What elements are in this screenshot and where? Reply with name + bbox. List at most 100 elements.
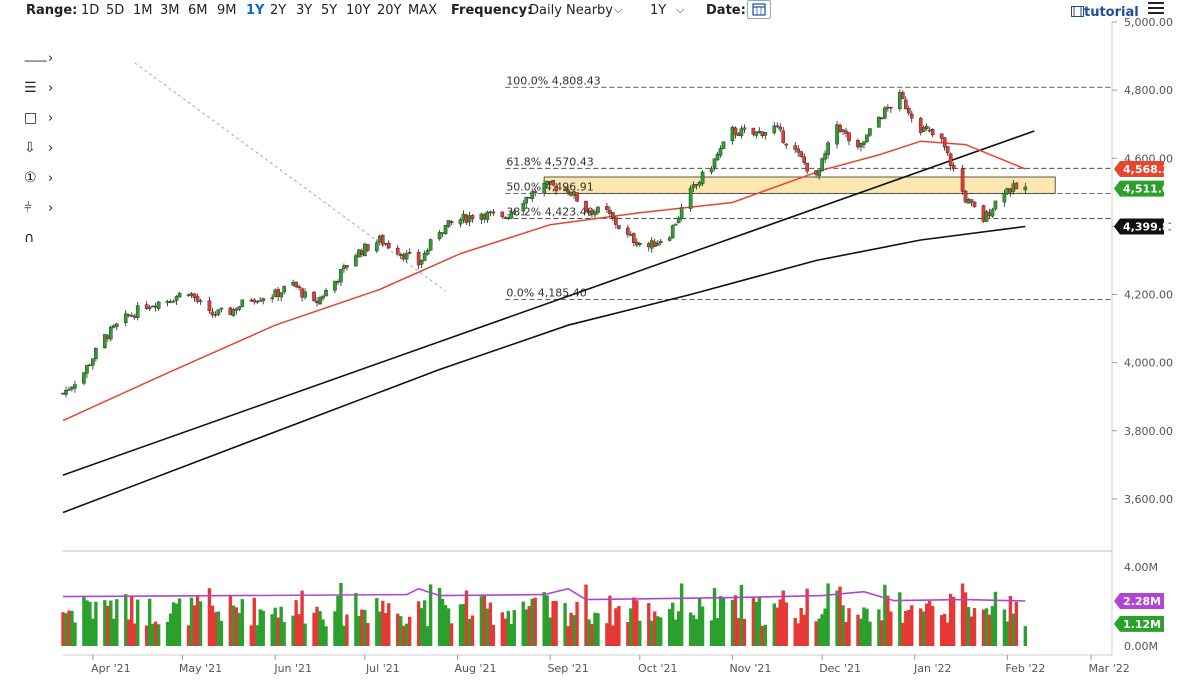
calendar-button[interactable] xyxy=(747,0,771,19)
volume-bar xyxy=(422,600,427,646)
volume-bar xyxy=(969,616,974,646)
volume-bar xyxy=(650,620,654,646)
x-tick-label: Feb '22 xyxy=(1005,662,1045,675)
candle-up xyxy=(676,217,681,223)
volume-bar xyxy=(521,601,525,646)
volume-bar xyxy=(575,601,579,646)
volume-bar xyxy=(252,597,256,646)
volume-bar xyxy=(817,618,821,646)
volume-bar xyxy=(240,599,245,646)
price-tag-label: 2.28M xyxy=(1123,595,1161,608)
candle-down xyxy=(796,148,800,153)
volume-bar xyxy=(387,603,391,646)
candle-up xyxy=(198,300,203,302)
crosshair-tool[interactable]: ⸺ › xyxy=(20,50,60,72)
volume-bar xyxy=(1014,601,1019,646)
candle-up xyxy=(868,128,872,136)
candle-up xyxy=(921,127,926,132)
range-1m[interactable]: 1M xyxy=(133,3,153,18)
volume-bar xyxy=(805,588,809,646)
y-tick-label: 4,200.00 xyxy=(1124,289,1173,302)
candle-up xyxy=(437,232,442,240)
volume-bar xyxy=(614,608,618,646)
range-6m[interactable]: 6M xyxy=(188,3,208,18)
candle-up xyxy=(715,154,720,161)
candle-down xyxy=(886,106,890,109)
top-toolbar: Range: 1D 5D 1M 3M 6M 9M 1Y 2Y 3Y 5Y 10Y… xyxy=(0,0,1187,22)
candle-down xyxy=(383,243,388,245)
range-3m[interactable]: 3M xyxy=(160,3,180,18)
volume-bar xyxy=(270,614,274,646)
volume-bar xyxy=(856,614,860,646)
volume-bar xyxy=(551,600,555,646)
candle-up xyxy=(817,169,821,176)
volume-bar xyxy=(629,608,633,646)
volume-bar xyxy=(64,613,68,646)
range-max[interactable]: MAX xyxy=(408,3,438,18)
candle-down xyxy=(386,242,391,249)
rectangle-tool[interactable]: □ › xyxy=(20,110,60,132)
volume-bar xyxy=(1002,609,1007,646)
candle-up xyxy=(820,158,824,172)
annotation-tool[interactable]: ① › xyxy=(20,170,60,192)
volume-bar xyxy=(282,622,286,646)
candle-up xyxy=(112,325,116,328)
candle-down xyxy=(126,314,131,317)
volume-bar xyxy=(124,594,128,646)
volume-bar xyxy=(144,625,149,646)
candle-down xyxy=(960,168,965,192)
candle-up xyxy=(649,240,654,249)
range-9m[interactable]: 9M xyxy=(217,3,237,18)
crosshair-icon: ⸺ xyxy=(24,53,48,69)
range-1d[interactable]: 1D xyxy=(81,3,100,18)
range-5d[interactable]: 5D xyxy=(106,3,125,18)
volume-bar xyxy=(709,620,714,646)
volume-bar xyxy=(276,617,280,646)
candle-up xyxy=(823,153,827,160)
range-10y[interactable]: 10Y xyxy=(346,3,371,18)
volume-bar xyxy=(877,609,881,646)
candle-up xyxy=(156,301,161,309)
hamburger-menu-icon[interactable] xyxy=(1148,2,1164,15)
candle-up xyxy=(688,187,693,209)
tutorial-link[interactable]: tutorial xyxy=(1071,5,1139,20)
volume-bar xyxy=(718,596,723,646)
candle-down xyxy=(488,211,493,214)
candle-up xyxy=(82,372,86,384)
chevron-down-icon[interactable]: ⌵ xyxy=(676,3,685,16)
candle-up xyxy=(240,299,245,307)
volume-bar xyxy=(751,596,756,646)
fibonacci-tool[interactable]: ☰ › xyxy=(20,80,60,102)
candle-up xyxy=(165,300,170,303)
volume-bar xyxy=(868,621,872,646)
range-1y[interactable]: 1Y xyxy=(246,3,265,18)
range-5y[interactable]: 5Y xyxy=(321,3,338,18)
range-20y[interactable]: 20Y xyxy=(377,3,402,18)
candle-up xyxy=(1011,183,1016,192)
range-3y[interactable]: 3Y xyxy=(296,3,313,18)
candle-down xyxy=(395,247,400,255)
volume-bar xyxy=(1023,626,1028,646)
measure-tool[interactable]: ⫩ › xyxy=(20,200,60,222)
magnet-icon: ∩ xyxy=(24,230,35,246)
range-2y[interactable]: 2Y xyxy=(270,3,287,18)
volume-bar xyxy=(925,603,929,646)
volume-bar xyxy=(213,612,218,646)
period-select[interactable]: 1Y xyxy=(650,3,667,18)
candle-up xyxy=(324,290,328,297)
candle-down xyxy=(945,146,950,153)
candle-down xyxy=(799,151,803,157)
volume-bar xyxy=(721,597,726,646)
volume-bar xyxy=(919,608,923,646)
magnet-tool[interactable]: ∩ xyxy=(20,230,60,252)
arrow-tool[interactable]: ⇩ › xyxy=(20,140,60,162)
candle-down xyxy=(416,251,421,266)
y-tick-label: 5,000.00 xyxy=(1124,16,1173,29)
volume-bar xyxy=(189,597,194,646)
frequency-select[interactable]: Daily Nearby xyxy=(529,3,614,18)
chevron-right-icon: › xyxy=(48,51,54,66)
y-tick-label: 3,800.00 xyxy=(1124,425,1173,438)
chevron-down-icon[interactable]: ⌵ xyxy=(614,3,623,16)
candle-down xyxy=(942,137,947,148)
